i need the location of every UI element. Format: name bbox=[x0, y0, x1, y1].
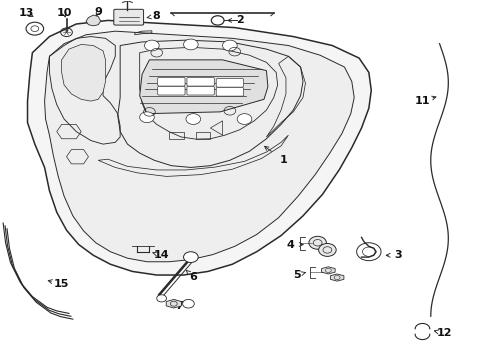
Text: 6: 6 bbox=[189, 272, 197, 282]
Polygon shape bbox=[44, 31, 353, 262]
Polygon shape bbox=[166, 300, 181, 308]
Text: 2: 2 bbox=[235, 15, 243, 26]
FancyBboxPatch shape bbox=[186, 86, 214, 95]
FancyBboxPatch shape bbox=[114, 9, 143, 25]
Text: 8: 8 bbox=[152, 11, 159, 21]
FancyBboxPatch shape bbox=[158, 86, 184, 95]
Polygon shape bbox=[86, 15, 101, 26]
Polygon shape bbox=[330, 274, 343, 281]
FancyBboxPatch shape bbox=[216, 78, 243, 87]
Text: 4: 4 bbox=[286, 239, 294, 249]
Text: 10: 10 bbox=[56, 8, 72, 18]
FancyBboxPatch shape bbox=[186, 77, 214, 86]
Circle shape bbox=[140, 112, 154, 123]
Text: 11: 11 bbox=[414, 96, 429, 106]
Text: 12: 12 bbox=[436, 328, 451, 338]
Polygon shape bbox=[321, 267, 334, 274]
Circle shape bbox=[318, 243, 335, 256]
Circle shape bbox=[237, 114, 251, 125]
Circle shape bbox=[157, 295, 166, 302]
Text: 1: 1 bbox=[279, 155, 287, 165]
Text: 5: 5 bbox=[292, 270, 300, 280]
Polygon shape bbox=[61, 44, 105, 101]
FancyBboxPatch shape bbox=[158, 77, 184, 86]
Text: 9: 9 bbox=[94, 7, 102, 17]
Text: 13: 13 bbox=[19, 8, 34, 18]
Circle shape bbox=[183, 39, 198, 50]
Circle shape bbox=[183, 252, 198, 262]
Text: 15: 15 bbox=[54, 279, 69, 289]
FancyBboxPatch shape bbox=[216, 87, 243, 96]
Circle shape bbox=[308, 236, 326, 249]
Polygon shape bbox=[27, 21, 370, 275]
Text: 3: 3 bbox=[393, 250, 401, 260]
Text: 14: 14 bbox=[154, 250, 169, 260]
Circle shape bbox=[144, 40, 159, 51]
Circle shape bbox=[185, 114, 200, 125]
Circle shape bbox=[222, 40, 237, 51]
Text: 7: 7 bbox=[174, 301, 182, 311]
Polygon shape bbox=[140, 60, 267, 114]
